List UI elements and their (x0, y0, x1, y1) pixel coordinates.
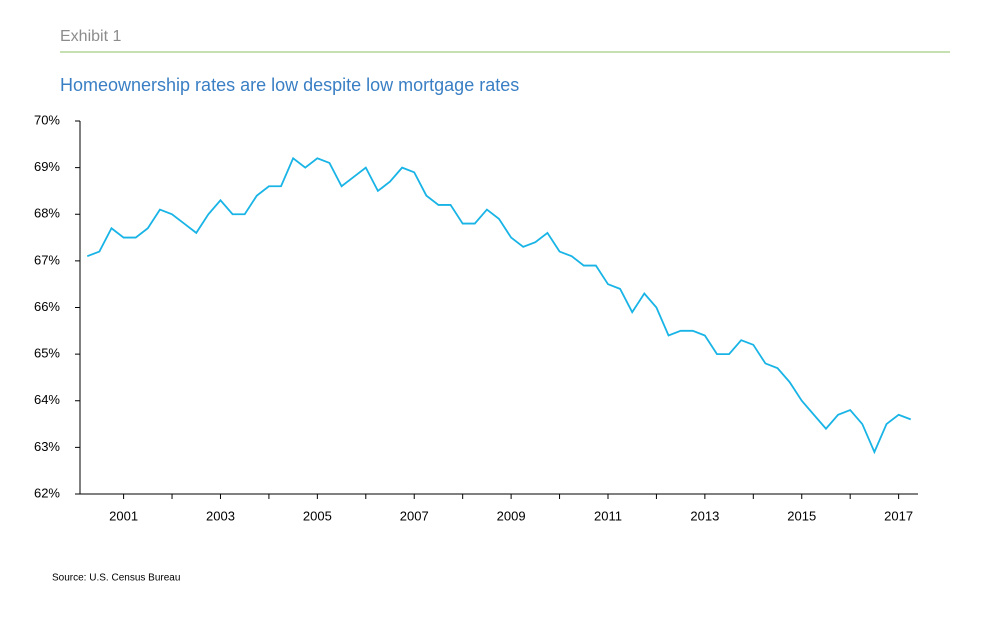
y-tick-label: 62% (34, 485, 60, 500)
y-tick-label: 66% (34, 299, 60, 314)
x-tick-label: 2001 (109, 508, 138, 523)
x-tick-label: 2009 (497, 508, 526, 523)
y-tick-label: 68% (34, 206, 60, 221)
chart-title: Homeownership rates are low despite low … (60, 75, 519, 95)
x-tick-label: 2005 (303, 508, 332, 523)
source-note: Source: U.S. Census Bureau (52, 573, 180, 584)
data-line (86, 156, 912, 455)
y-tick-label: 63% (34, 439, 60, 454)
x-tick-label: 2013 (690, 508, 719, 523)
x-tick-label: 2003 (206, 508, 235, 523)
y-tick-label: 64% (34, 392, 60, 407)
y-tick-label: 70% (34, 112, 60, 127)
x-tick-label: 2017 (884, 508, 913, 523)
exhibit-label: Exhibit 1 (60, 28, 121, 45)
x-tick-label: 2011 (594, 508, 622, 523)
y-tick-label: 69% (34, 159, 60, 174)
y-tick-label: 65% (34, 346, 60, 361)
x-tick-label: 2015 (787, 508, 816, 523)
y-tick-label: 67% (34, 252, 60, 267)
x-tick-label: 2007 (400, 508, 429, 523)
